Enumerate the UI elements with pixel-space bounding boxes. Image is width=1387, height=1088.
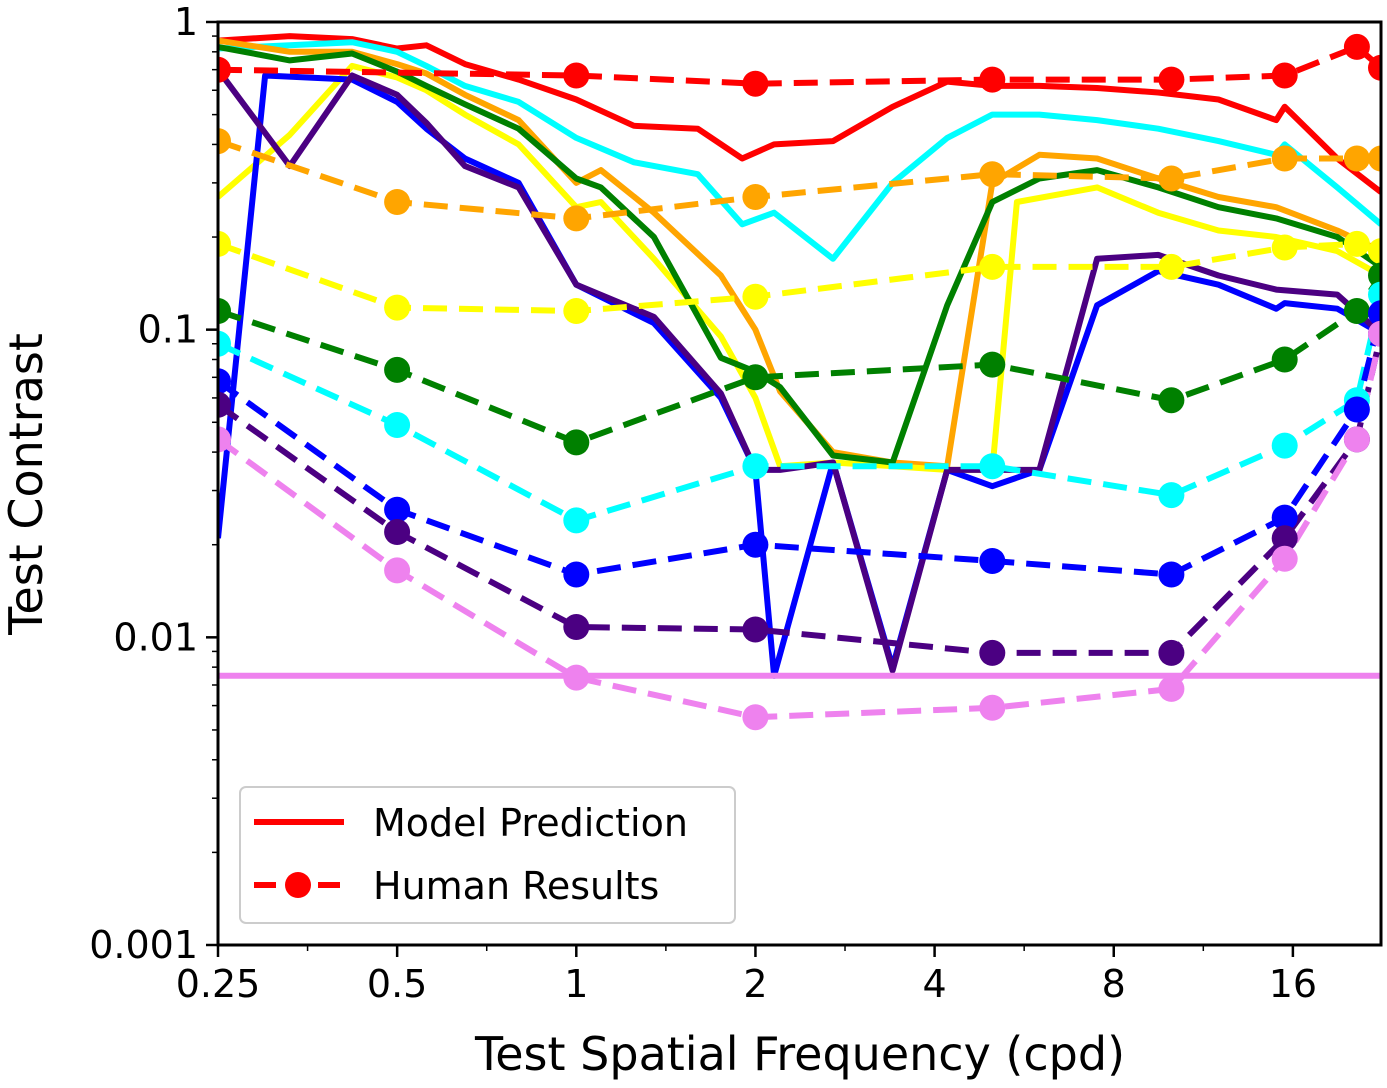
human-point-13-0 xyxy=(218,368,231,395)
human-point-14-6 xyxy=(1271,525,1298,552)
y-tick-label: 0.1 xyxy=(138,308,198,352)
legend: Model Prediction Human Results xyxy=(239,786,736,924)
x-tick-label: 1 xyxy=(564,962,588,1006)
human-point-10-3 xyxy=(742,283,769,310)
human-point-10-0 xyxy=(218,230,231,257)
human-point-9-6 xyxy=(1271,145,1298,172)
human-point-13-8 xyxy=(1368,300,1381,327)
x-tick-label: 2 xyxy=(743,962,767,1006)
model-line-0 xyxy=(218,33,1381,195)
human-point-12-1 xyxy=(384,412,411,438)
human-point-15-5 xyxy=(1158,675,1185,702)
y-tick-label: 1 xyxy=(174,0,198,44)
human-point-13-1 xyxy=(384,496,411,523)
human-point-10-8 xyxy=(1368,238,1381,265)
human-point-14-3 xyxy=(742,616,769,643)
human-line-12 xyxy=(218,293,1381,524)
human-point-11-4 xyxy=(979,351,1006,378)
y-tick-label: 0.01 xyxy=(113,615,198,659)
human-point-10-5 xyxy=(1158,253,1185,280)
human-point-13-5 xyxy=(1158,561,1185,588)
legend-human-label: Human Results xyxy=(373,864,659,908)
human-point-8-3 xyxy=(979,66,1006,93)
human-point-9-4 xyxy=(979,161,1006,188)
human-point-8-5 xyxy=(1271,62,1298,89)
human-point-11-0 xyxy=(218,298,231,324)
human-point-8-1 xyxy=(563,62,590,89)
human-point-13-7 xyxy=(1343,396,1370,423)
human-point-13-4 xyxy=(979,548,1006,574)
x-axis-title: Test Spatial Frequency (cpd) xyxy=(474,1027,1125,1081)
human-point-11-5 xyxy=(1158,387,1185,414)
y-tick-label: 0.001 xyxy=(89,923,198,967)
human-point-10-7 xyxy=(1343,230,1370,257)
human-point-15-3 xyxy=(742,704,769,731)
tick-layer: 0.25 0.5 1 2 4 8 16 0.001 0.01 0.1 1 xyxy=(89,0,1317,1006)
legend-model-label: Model Prediction xyxy=(373,801,688,845)
human-point-15-4 xyxy=(979,694,1006,721)
human-point-9-2 xyxy=(563,205,590,232)
x-tick-label: 0.25 xyxy=(176,962,261,1006)
human-point-8-7 xyxy=(1368,54,1381,81)
human-point-9-7 xyxy=(1343,145,1370,172)
human-point-9-3 xyxy=(742,184,769,210)
human-point-14-1 xyxy=(384,519,411,545)
plot-frame xyxy=(216,20,1383,947)
x-tick-label: 0.5 xyxy=(367,962,427,1006)
human-point-9-1 xyxy=(384,189,411,215)
human-point-9-5 xyxy=(1158,165,1185,192)
legend-human-marker xyxy=(285,872,311,898)
human-point-14-0 xyxy=(218,391,231,418)
human-line-9 xyxy=(218,138,1381,222)
x-tick-label: 4 xyxy=(922,962,946,1006)
human-point-9-0 xyxy=(218,128,231,155)
human-point-14-4 xyxy=(979,639,1006,666)
human-point-10-1 xyxy=(384,294,411,321)
human-point-14-2 xyxy=(563,614,590,640)
human-point-8-4 xyxy=(1158,66,1185,93)
human-point-11-3 xyxy=(742,364,769,391)
y-axis-title: Test Contrast xyxy=(0,333,53,636)
human-point-15-7 xyxy=(1343,426,1370,453)
human-point-15-2 xyxy=(563,664,590,691)
human-point-10-6 xyxy=(1271,234,1298,261)
human-point-8-2 xyxy=(742,70,769,97)
model-line-1 xyxy=(218,39,1381,262)
human-point-13-2 xyxy=(563,561,590,588)
human-point-15-8 xyxy=(1368,320,1381,347)
human-point-8-0 xyxy=(218,56,231,83)
legend-box xyxy=(239,786,736,924)
x-tick-label: 16 xyxy=(1269,962,1317,1006)
marker-layer xyxy=(218,33,1381,731)
model-line-5 xyxy=(218,72,1381,679)
human-point-10-4 xyxy=(979,253,1006,280)
human-point-15-6 xyxy=(1271,545,1298,572)
human-point-12-3 xyxy=(742,453,769,480)
human-point-11-8 xyxy=(1368,262,1381,289)
human-point-12-4 xyxy=(979,453,1006,480)
x-tick-label: 8 xyxy=(1102,962,1126,1006)
human-line-10 xyxy=(218,240,1381,314)
human-point-8-6 xyxy=(1343,33,1370,60)
human-point-13-6 xyxy=(1271,504,1298,531)
human-point-15-0 xyxy=(218,426,231,453)
human-point-14-5 xyxy=(1158,639,1185,666)
human-point-11-1 xyxy=(384,356,411,383)
human-point-13-3 xyxy=(742,531,769,558)
human-point-12-0 xyxy=(218,330,231,357)
human-point-15-1 xyxy=(384,557,411,584)
human-point-11-6 xyxy=(1271,346,1298,373)
human-point-11-2 xyxy=(563,429,590,456)
human-point-12-5 xyxy=(1158,482,1185,509)
model-line-3 xyxy=(218,62,1381,473)
human-point-10-2 xyxy=(563,298,590,324)
human-point-11-7 xyxy=(1343,298,1370,324)
human-point-12-6 xyxy=(1271,432,1298,459)
human-point-9-8 xyxy=(1368,145,1381,172)
human-point-12-2 xyxy=(563,507,590,534)
